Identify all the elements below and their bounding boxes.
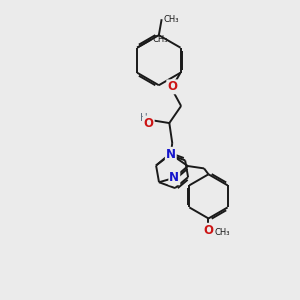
Text: O: O <box>167 80 177 93</box>
Text: O: O <box>203 224 214 237</box>
Text: CH₃: CH₃ <box>215 227 230 236</box>
Text: N: N <box>166 148 176 161</box>
Text: N: N <box>169 171 179 184</box>
Text: H: H <box>140 113 148 123</box>
Text: O: O <box>144 117 154 130</box>
Text: CH₃: CH₃ <box>163 15 178 24</box>
Text: CH₃: CH₃ <box>153 35 168 44</box>
